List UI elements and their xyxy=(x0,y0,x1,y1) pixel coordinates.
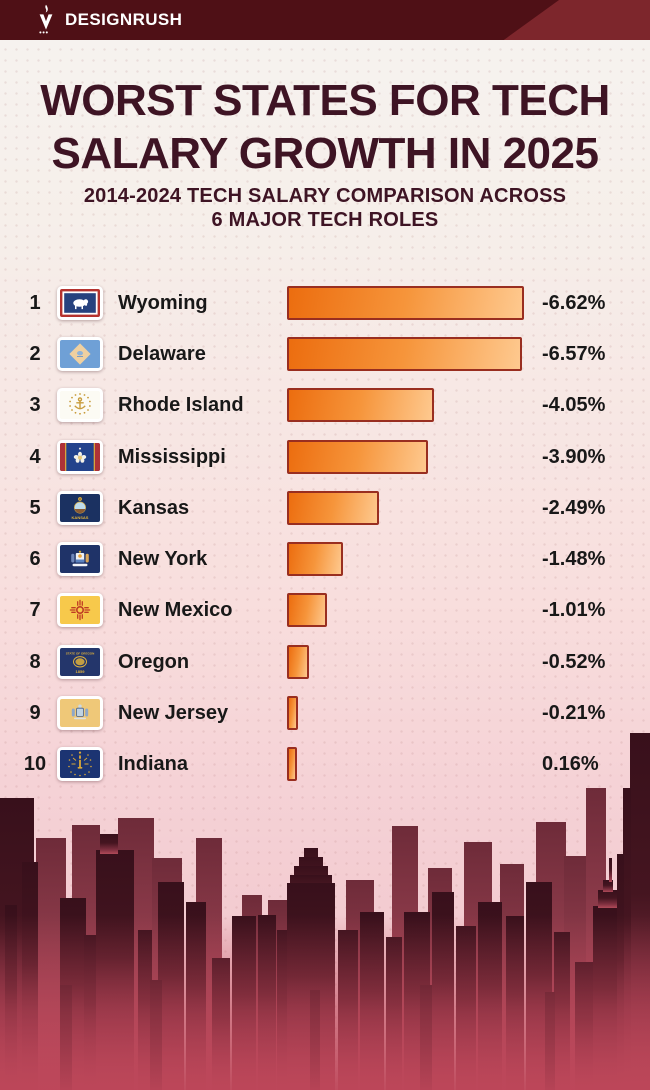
table-row-mississippi: 4 Mississippi -3.90% xyxy=(0,439,650,475)
new-jersey-flag-icon xyxy=(57,696,103,730)
svg-text:STATE OF OREGON: STATE OF OREGON xyxy=(66,652,95,656)
value-label: -6.57% xyxy=(542,343,606,365)
brand-name: DESIGNRUSH xyxy=(65,10,183,29)
state-name: Indiana xyxy=(118,753,189,775)
state-name: New Jersey xyxy=(118,702,229,724)
state-name: Wyoming xyxy=(118,292,208,314)
subtitle-line-2: 6 MAJOR TECH ROLES xyxy=(211,209,439,231)
rank-label: 2 xyxy=(29,343,41,365)
value-label: 0.16% xyxy=(542,753,599,775)
value-label: -0.52% xyxy=(542,651,606,673)
table-row-rhode-island: 3 Rhode Island -4.05% xyxy=(0,387,650,423)
table-row-new-mexico: 7 New Mexico -1.01% xyxy=(0,592,650,628)
bar-delaware xyxy=(287,337,522,371)
subtitle-line-1: 2014-2024 TECH SALARY COMPARISON ACROSS xyxy=(83,185,567,207)
state-name: Delaware xyxy=(118,343,206,365)
indiana-flag-icon xyxy=(57,747,103,781)
new-york-flag-icon xyxy=(57,542,103,576)
designrush-flame-v-icon xyxy=(39,4,53,34)
state-name: New Mexico xyxy=(118,599,233,621)
state-name: Oregon xyxy=(118,651,190,673)
skyline-fog xyxy=(0,915,650,1090)
bar-wyoming xyxy=(287,286,524,320)
bar-new-jersey xyxy=(287,696,298,730)
state-name: New York xyxy=(118,548,208,570)
wyoming-flag-icon xyxy=(57,286,103,320)
value-label: -1.48% xyxy=(542,548,606,570)
kansas-flag-icon: KANSAS xyxy=(57,491,103,525)
bar-new-york xyxy=(287,542,343,576)
rank-label: 4 xyxy=(29,446,41,468)
table-row-wyoming: 1 Wyoming -6.62% xyxy=(0,285,650,321)
rank-label: 8 xyxy=(29,651,41,673)
rank-label: 9 xyxy=(29,702,41,724)
rank-label: 6 xyxy=(29,548,41,570)
svg-text:1859: 1859 xyxy=(76,669,86,674)
rank-label: 5 xyxy=(29,497,41,519)
rhode-island-flag-icon xyxy=(57,388,103,422)
value-label: -2.49% xyxy=(542,497,606,519)
table-row-new-jersey: 9 New Jersey -0.21% xyxy=(0,695,650,731)
state-name: Kansas xyxy=(118,497,190,519)
table-row-indiana: 10 Indiana xyxy=(0,746,650,782)
state-name: Mississippi xyxy=(118,446,226,468)
value-label: -0.21% xyxy=(542,702,606,724)
value-label: -4.05% xyxy=(542,394,606,416)
header-bar: DESIGNRUSH xyxy=(0,0,650,40)
bar-indiana xyxy=(287,747,297,781)
table-row-oregon: 8 STATE OF OREGON 1859 Oregon -0.52% xyxy=(0,644,650,680)
svg-text:KANSAS: KANSAS xyxy=(72,515,89,520)
table-row-delaware: 2 Delaware -6.57% xyxy=(0,336,650,372)
bar-kansas xyxy=(287,491,379,525)
bar-rhode-island xyxy=(287,388,434,422)
mississippi-flag-icon xyxy=(57,440,103,474)
bar-mississippi xyxy=(287,440,428,474)
header-diagonal-panel xyxy=(0,0,559,40)
value-label: -3.90% xyxy=(542,446,606,468)
value-label: -6.62% xyxy=(542,292,606,314)
value-label: -1.01% xyxy=(542,599,606,621)
rank-label: 7 xyxy=(29,599,41,621)
bar-new-mexico xyxy=(287,593,327,627)
oregon-flag-icon: STATE OF OREGON 1859 xyxy=(57,645,103,679)
new-mexico-flag-icon xyxy=(57,593,103,627)
rank-label: 3 xyxy=(29,394,41,416)
rank-label: 10 xyxy=(23,753,47,775)
city-skyline xyxy=(0,733,650,1090)
page-title: WORST STATES FOR TECH SALARY GROWTH IN 2… xyxy=(0,74,650,180)
page-subtitle: 2014-2024 TECH SALARY COMPARISON ACROSS … xyxy=(0,184,650,232)
bar-oregon xyxy=(287,645,309,679)
state-name: Rhode Island xyxy=(118,394,244,416)
brand-logo: DESIGNRUSH xyxy=(34,2,182,38)
table-row-new-york: 6 New York -1.48% xyxy=(0,541,650,577)
delaware-flag-icon xyxy=(57,337,103,371)
table-row-kansas: 5 KANSAS Kansas -2.49% xyxy=(0,490,650,526)
rank-label: 1 xyxy=(29,292,41,314)
title-line-2: SALARY GROWTH IN 2025 xyxy=(51,129,599,178)
title-line-1: WORST STATES FOR TECH xyxy=(40,76,610,125)
